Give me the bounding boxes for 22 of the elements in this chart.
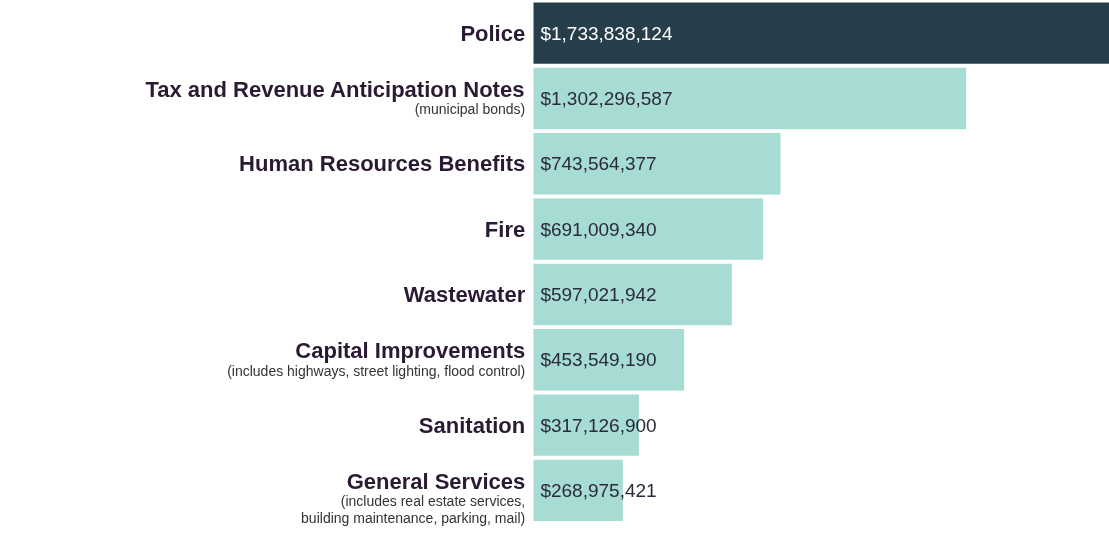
- y-tick-label: Fire: [484, 216, 526, 242]
- y-tick-label: Tax and Revenue Anticipation Notes (municipal bonds): [145, 76, 526, 118]
- y-tick-label: Human Resources Benefits: [239, 151, 526, 177]
- bar: [533, 67, 967, 130]
- y-tick-label: General Services (includes real estate services, building maintenance, parking, mail): [301, 468, 526, 527]
- data-label: $1,733,838,124: [540, 22, 673, 44]
- data-label: $1,302,296,587: [540, 87, 673, 109]
- bar: [533, 133, 781, 195]
- bar: [533, 2, 1109, 64]
- data-label: $453,549,190: [540, 349, 657, 371]
- y-tick-label: Police: [460, 20, 526, 46]
- bar: [533, 198, 764, 260]
- y-tick-label: Wastewater: [403, 281, 526, 307]
- y-tick-label: Capital Improvements (includes highways, street lighting, flood control): [227, 338, 526, 379]
- data-label: $317,126,900: [540, 414, 657, 436]
- data-label: $691,009,340: [540, 218, 657, 240]
- data-label: $743,564,377: [540, 153, 657, 175]
- bar: [533, 263, 732, 326]
- data-label: $268,975,421: [540, 479, 657, 501]
- data-label: $597,021,942: [540, 283, 657, 305]
- y-tick-label: Sanitation: [418, 412, 526, 438]
- bar: [533, 329, 685, 391]
